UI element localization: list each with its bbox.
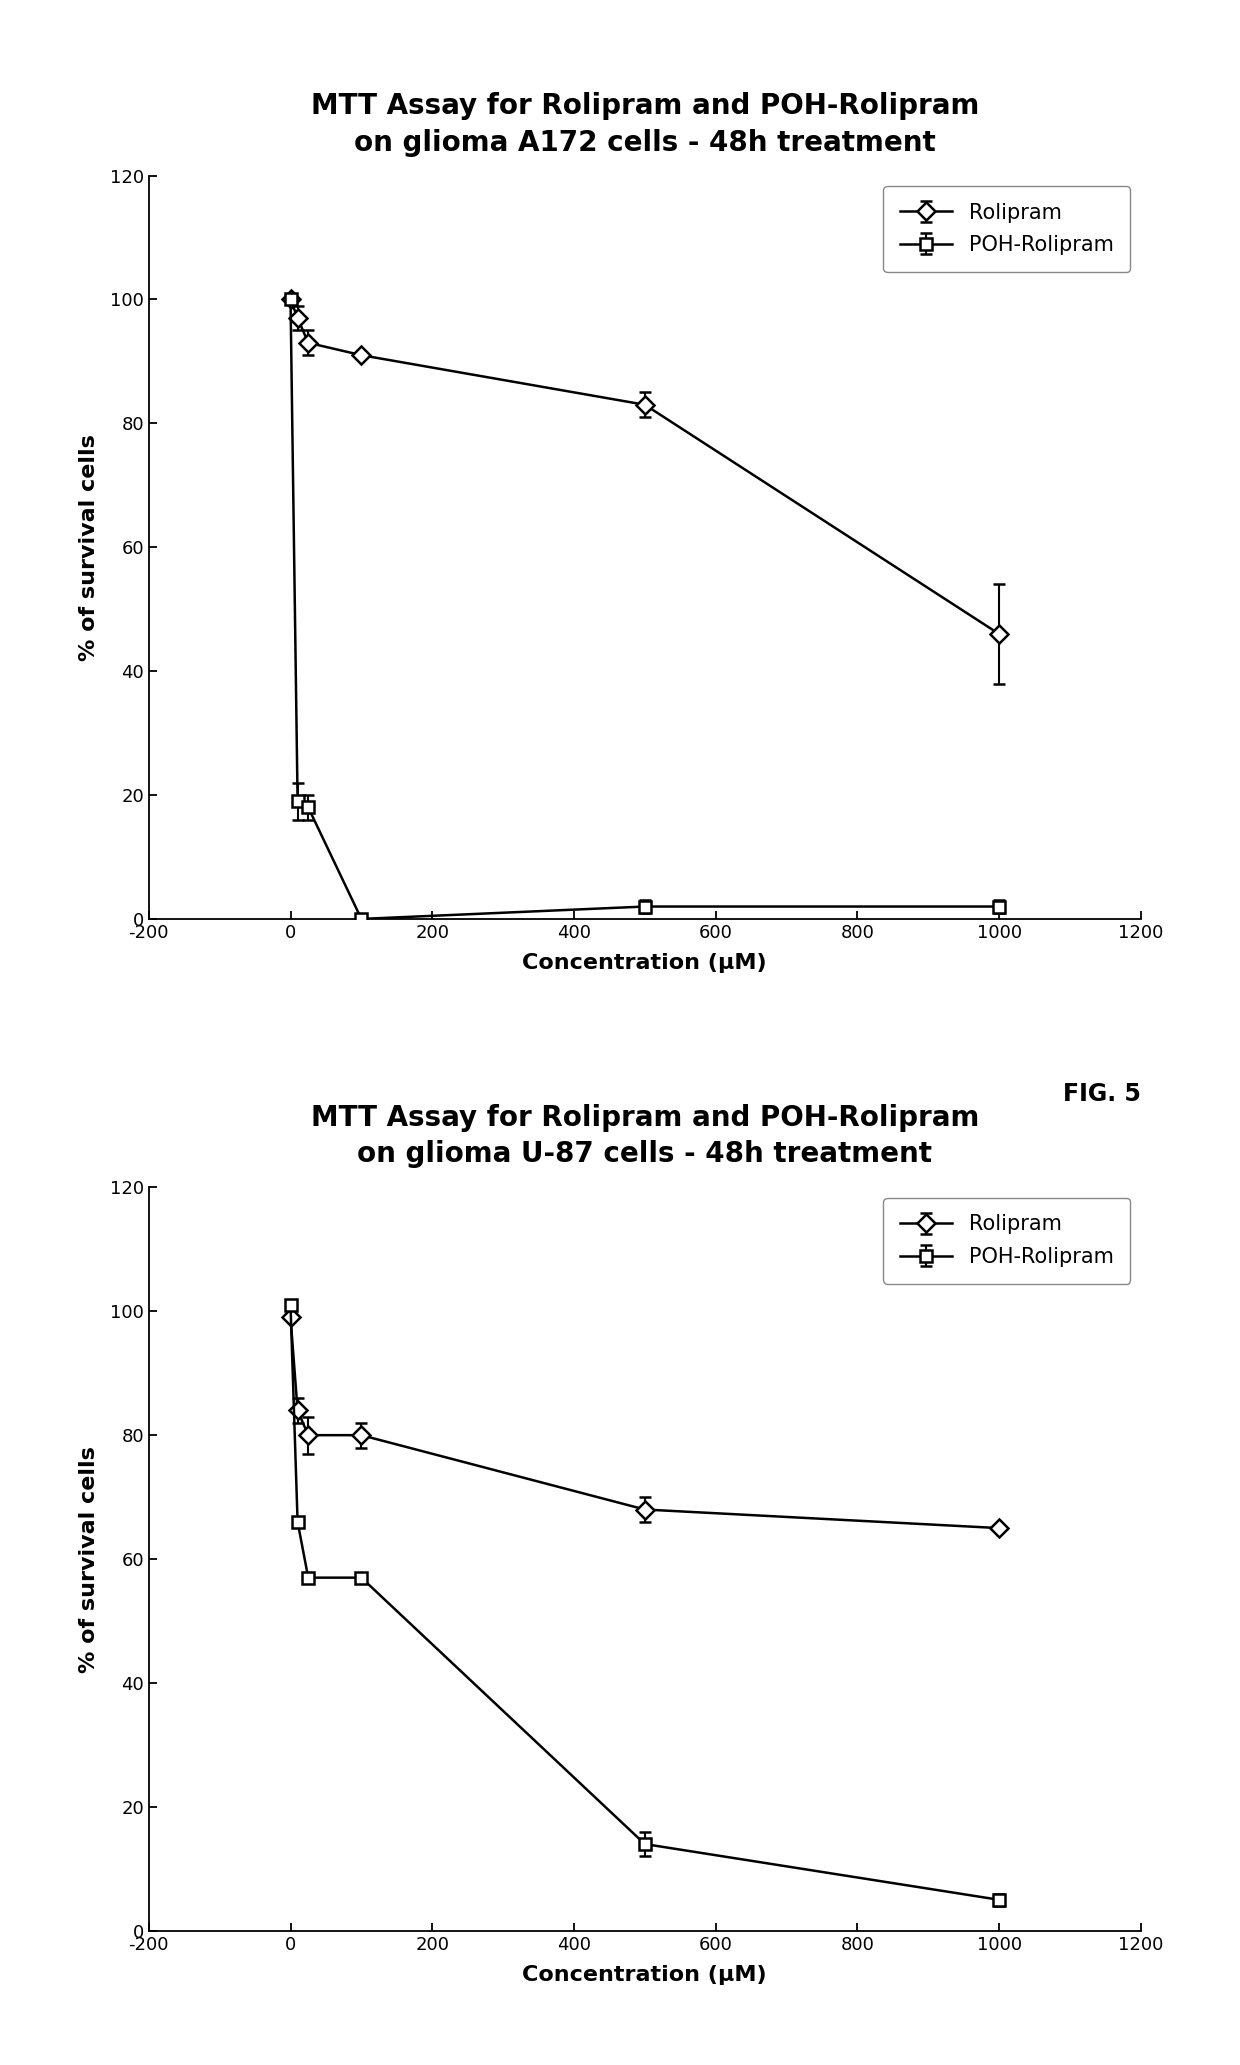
Y-axis label: % of survival cells: % of survival cells [78,1446,99,1673]
Legend: Rolipram, POH-Rolipram: Rolipram, POH-Rolipram [883,186,1131,273]
Title: MTT Assay for Rolipram and POH-Rolipram
on glioma U-87 cells - 48h treatment: MTT Assay for Rolipram and POH-Rolipram … [310,1103,980,1169]
Y-axis label: % of survival cells: % of survival cells [78,434,99,661]
Title: MTT Assay for Rolipram and POH-Rolipram
on glioma A172 cells - 48h treatment: MTT Assay for Rolipram and POH-Rolipram … [310,91,980,157]
Text: FIG. 5: FIG. 5 [1063,1082,1141,1107]
X-axis label: Concentration (μM): Concentration (μM) [522,952,768,973]
X-axis label: Concentration (μM): Concentration (μM) [522,1964,768,1984]
Legend: Rolipram, POH-Rolipram: Rolipram, POH-Rolipram [883,1198,1131,1284]
